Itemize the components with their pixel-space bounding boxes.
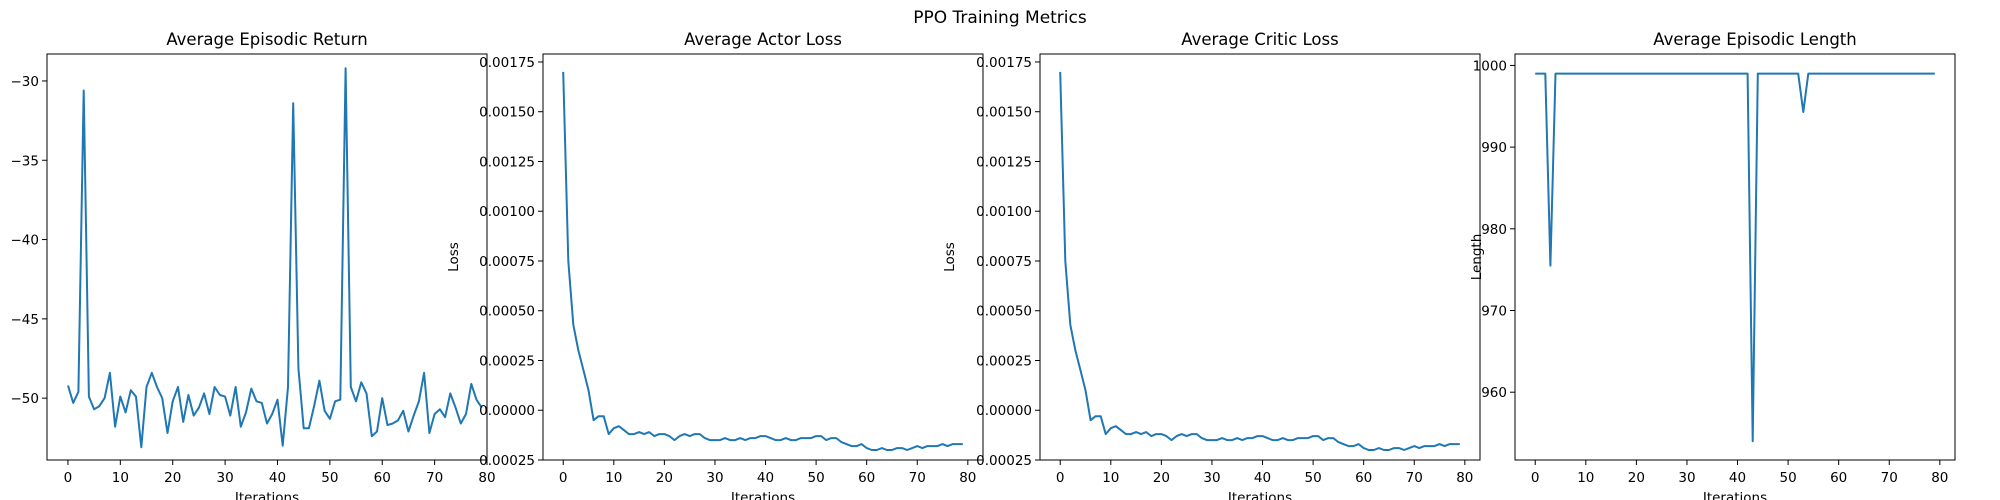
y-tick-label: 990 <box>1481 140 1507 156</box>
x-axis-label: Iterations <box>1703 490 1767 500</box>
y-tick-label: 0.00025 <box>976 353 1032 369</box>
axes-frame <box>1039 53 1481 461</box>
y-tick-label: −30 <box>11 74 40 90</box>
x-tick-label: 30 <box>1678 470 1695 486</box>
panel-average-actor-loss: Average Actor Loss 0 10 20 30 40 50 60 70 800.00… <box>446 30 984 500</box>
x-tick-label: 80 <box>1931 470 1948 486</box>
x-tick-label: 40 <box>1729 470 1746 486</box>
y-tick-label: 0.00175 <box>976 55 1032 71</box>
plot-area-episodic-return: 0 10 20 30 40 50 60 70 80 −50 −45 −40 −35 −30 <box>11 53 496 486</box>
x-tick-label: 10 <box>605 470 622 486</box>
x-axis-label: Iterations <box>235 490 299 500</box>
x-tick-label: 30 <box>706 470 723 486</box>
panel-title: Average Actor Loss <box>684 30 842 49</box>
panel-average-critic-loss: Average Critic Loss 0 10 20 30 40 50 60 70 800.0… <box>942 30 1481 500</box>
series-line <box>1535 72 1935 443</box>
y-tick-label: 0.00000 <box>479 403 535 419</box>
x-tick-label: 20 <box>656 470 673 486</box>
panel-title: Average Episodic Return <box>166 30 367 49</box>
y-tick-label: 0.00025 <box>479 453 535 469</box>
series-line <box>562 71 963 451</box>
y-tick-label: 0.00150 <box>976 105 1032 121</box>
x-tick-label: 70 <box>1406 470 1423 486</box>
x-tick-label: 80 <box>1456 470 1473 486</box>
x-tick-label: 50 <box>321 470 338 486</box>
x-tick-label: 20 <box>164 470 181 486</box>
x-tick-label: 20 <box>1628 470 1645 486</box>
x-tick-label: 70 <box>1881 470 1898 486</box>
panel-title: Average Critic Loss <box>1181 30 1338 49</box>
plot-area-episodic-length: 0 10 20 30 40 50 60 70 80 960 970 980 990 1000 <box>1473 53 1956 486</box>
y-tick-label: 0.00125 <box>479 154 535 170</box>
y-tick-label: 0.00075 <box>479 254 535 270</box>
y-tick-label: −45 <box>11 312 40 328</box>
y-tick-label: −50 <box>11 391 40 407</box>
y-tick-label: 0.00050 <box>479 304 535 320</box>
axes-frame <box>46 53 488 461</box>
y-tick-label: 0.00100 <box>976 204 1032 220</box>
y-axis-label: Loss <box>942 242 958 272</box>
y-tick-label: 0.00150 <box>479 105 535 121</box>
x-tick-label: 40 <box>1254 470 1271 486</box>
y-axis-label: Length <box>1469 234 1485 281</box>
y-tick-label: 980 <box>1481 222 1507 238</box>
x-tick-label: 0 <box>64 470 73 486</box>
y-axis-label: Loss <box>446 242 462 272</box>
x-tick-label: 50 <box>1780 470 1797 486</box>
x-tick-label: 10 <box>112 470 129 486</box>
x-tick-label: 60 <box>1830 470 1847 486</box>
x-tick-label: 0 <box>1056 470 1065 486</box>
x-tick-label: 0 <box>559 470 568 486</box>
x-tick-label: 80 <box>478 470 495 486</box>
y-tick-label: 0.00100 <box>479 204 535 220</box>
y-tick-label: 0.00175 <box>479 55 535 71</box>
panel-average-episodic-length: Average Episodic Length 0 10 20 30 40 50 60 70 8… <box>1469 30 1956 500</box>
panel-average-episodic-return: Average Episodic Return 0 10 20 30 40 50 60 70 8… <box>11 30 496 500</box>
x-tick-label: 0 <box>1531 470 1540 486</box>
x-tick-label: 70 <box>426 470 443 486</box>
x-tick-label: 30 <box>217 470 234 486</box>
x-tick-label: 40 <box>757 470 774 486</box>
x-tick-label: 30 <box>1203 470 1220 486</box>
x-tick-label: 40 <box>269 470 286 486</box>
axes-frame <box>1514 53 1956 461</box>
y-tick-label: 0.00125 <box>976 154 1032 170</box>
plot-area-actor-loss: 0 10 20 30 40 50 60 70 800.000250.000000.000250.… <box>479 53 984 486</box>
x-tick-label: 80 <box>959 470 976 486</box>
y-tick-label: −35 <box>11 153 40 169</box>
series-line <box>67 67 483 449</box>
series-line <box>1059 71 1460 451</box>
x-tick-label: 60 <box>858 470 875 486</box>
y-tick-label: 960 <box>1481 385 1507 401</box>
x-tick-label: 60 <box>374 470 391 486</box>
figure-suptitle: PPO Training Metrics <box>913 8 1087 28</box>
x-axis-label: Iterations <box>731 490 795 500</box>
y-tick-label: 0.00025 <box>976 453 1032 469</box>
plot-area-critic-loss: 0 10 20 30 40 50 60 70 80 0.00025 0.00000 0.00025 0.… <box>976 53 1481 486</box>
y-tick-label: 970 <box>1481 304 1507 320</box>
x-tick-label: 20 <box>1153 470 1170 486</box>
panel-title: Average Episodic Length <box>1653 30 1856 49</box>
y-tick-label: 0.00025 <box>479 353 535 369</box>
y-tick-label: −40 <box>11 233 40 249</box>
y-tick-label: 0.00050 <box>976 304 1032 320</box>
x-tick-label: 10 <box>1102 470 1119 486</box>
x-axis-label: Iterations <box>1228 490 1292 500</box>
y-tick-label: 0.00075 <box>976 254 1032 270</box>
x-tick-label: 60 <box>1355 470 1372 486</box>
x-tick-label: 70 <box>909 470 926 486</box>
x-tick-label: 50 <box>1305 470 1322 486</box>
y-tick-label: 0.00000 <box>976 403 1032 419</box>
x-tick-label: 50 <box>808 470 825 486</box>
y-tick-label: 1000 <box>1473 58 1507 74</box>
x-tick-label: 10 <box>1577 470 1594 486</box>
axes-frame <box>542 53 984 461</box>
